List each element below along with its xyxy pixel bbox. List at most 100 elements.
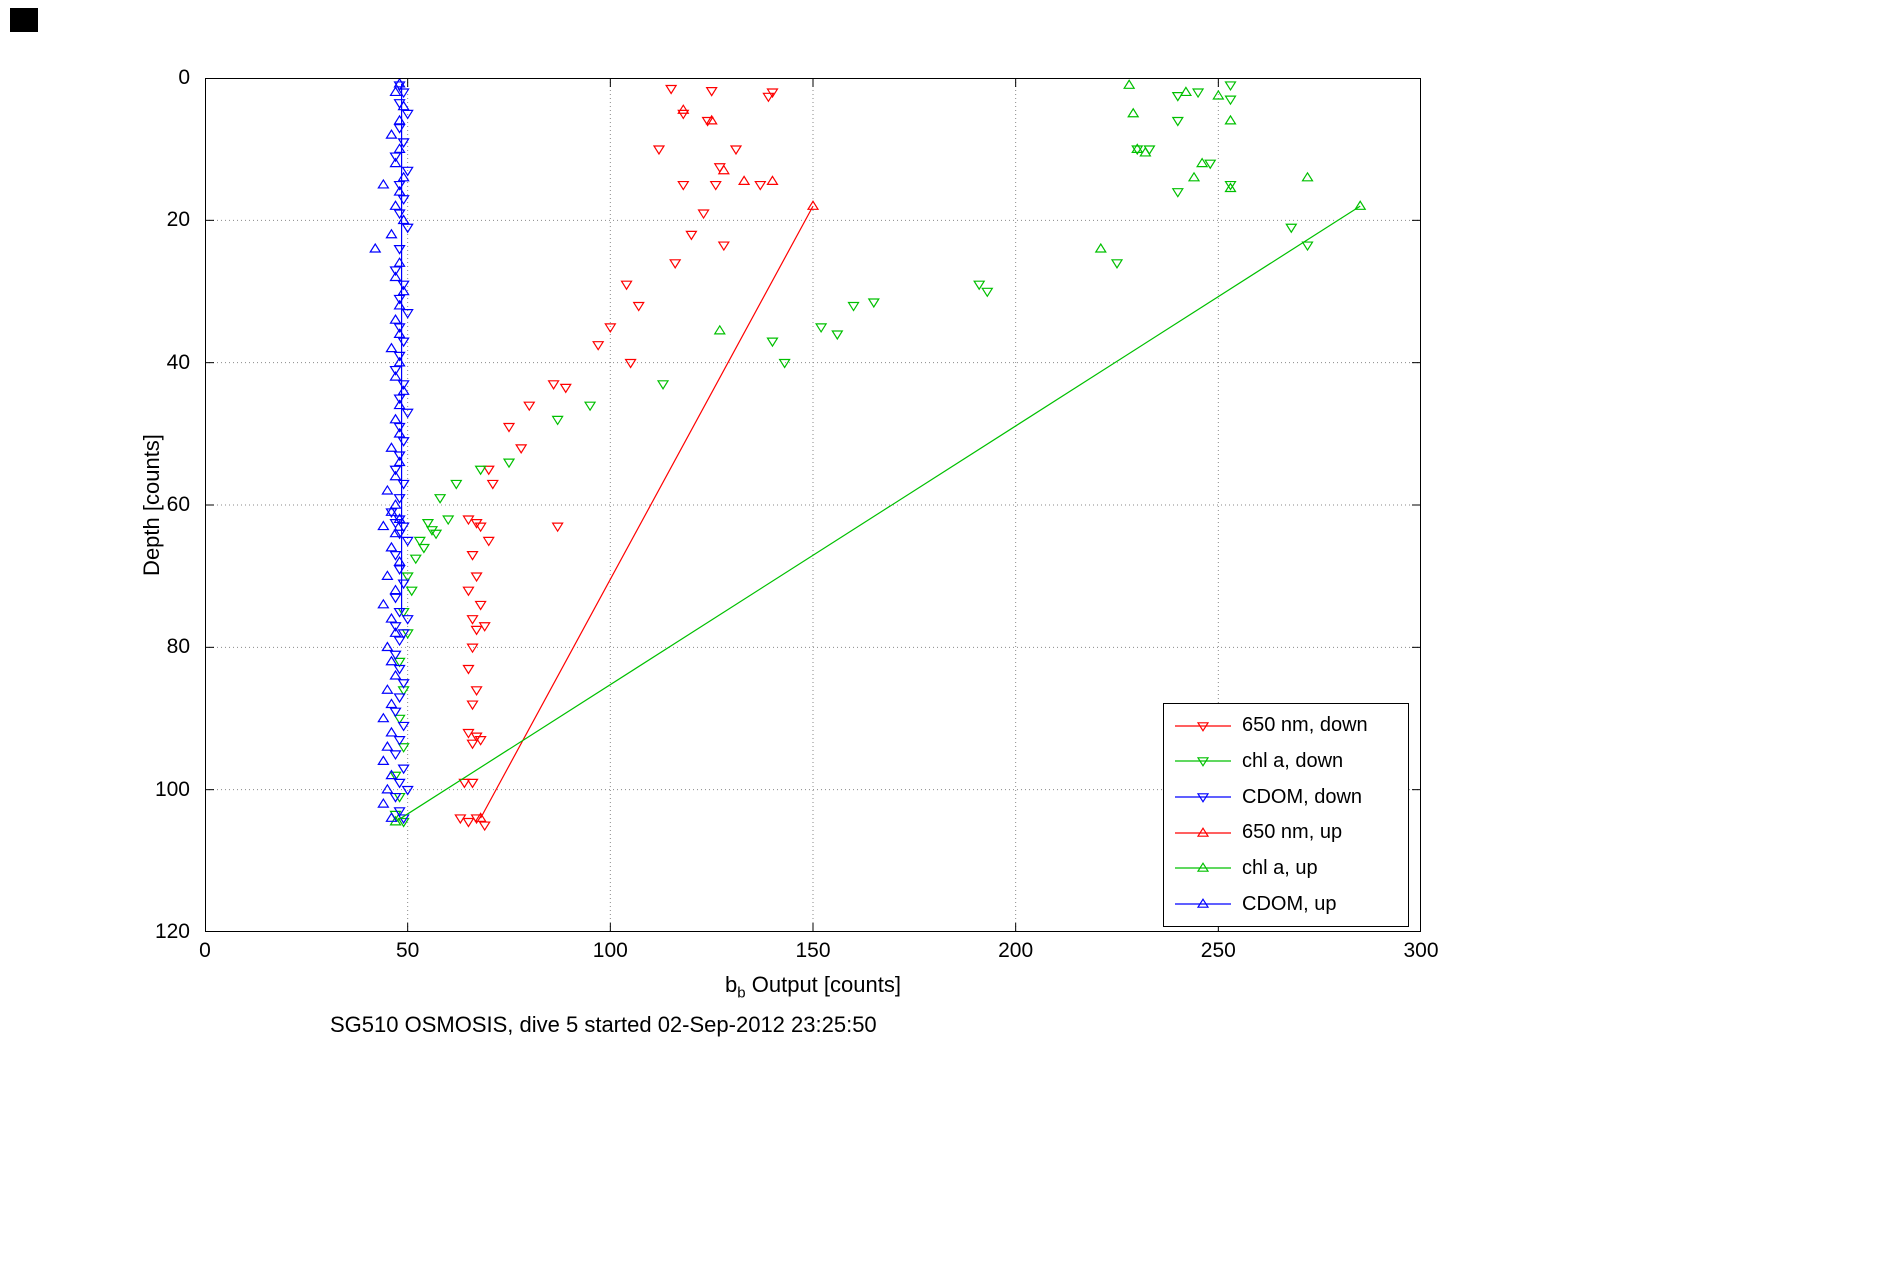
marker-triangle-down [474,736,487,746]
marker-triangle-up [393,456,406,467]
marker-triangle-down [393,124,406,134]
marker-triangle-up [1187,171,1201,182]
marker-triangle-down [389,650,402,661]
marker-triangle-up [393,328,406,338]
marker-triangle-down [466,778,479,789]
series-cdom-down [385,81,414,825]
series-line-chla-up [395,205,1361,823]
marker-triangle-up [1179,86,1192,97]
marker-triangle-up [385,541,398,552]
marker-triangle-down [397,764,410,775]
marker-triangle-down [470,686,483,696]
marker-triangle-up [393,513,406,524]
marker-triangle-up [389,527,402,538]
marker-triangle-down [385,508,398,519]
marker-triangle-down [389,152,402,163]
marker-triangle-down [401,309,414,319]
marker-triangle-down [713,163,726,173]
marker-triangle-down [583,401,597,412]
marker-triangle-down [466,700,479,711]
marker-triangle-up [393,78,406,88]
marker-triangle-down [389,707,402,718]
marker-triangle-down [389,266,402,277]
marker-triangle-down [429,529,443,540]
marker-triangle-down [1171,188,1184,198]
marker-triangle-up [389,157,402,168]
marker-triangle-down [482,465,495,476]
marker-triangle-up [377,797,390,808]
legend-marker-triangle-down [1196,722,1210,732]
marker-triangle-up [381,783,394,794]
marker-triangle-down [393,714,406,725]
marker-triangle-down [604,323,617,334]
marker-triangle-up [1131,143,1144,153]
marker-triangle-down [847,301,860,312]
marker-triangle-down [677,109,690,120]
y-tick-label-120: 120 [154,920,190,943]
marker-triangle-up [389,413,402,424]
marker-triangle-down [632,301,645,312]
marker-triangle-down [401,572,414,583]
marker-triangle-down [486,479,499,490]
marker-triangle-down [652,145,666,156]
marker-triangle-down [474,522,487,533]
marker-triangle-down [478,821,491,832]
marker-triangle-down [685,230,698,241]
marker-triangle-up [806,200,820,210]
marker-triangle-up [1224,114,1237,125]
marker-triangle-up [385,228,398,239]
marker-triangle-down [393,693,406,704]
legend-sample-line [1175,793,1231,804]
y-tick-label-0: 0 [178,66,190,89]
marker-triangle-down [401,408,414,419]
marker-triangle-down [592,341,605,351]
marker-triangle-down [1224,95,1237,106]
marker-triangle-up [381,684,394,694]
legend-marker-triangle-up [1196,862,1210,873]
marker-triangle-up [677,104,690,114]
marker-triangle-down [778,358,791,369]
marker-triangle-down [1204,159,1217,170]
marker-triangle-up [389,86,402,97]
marker-triangle-up [1139,146,1152,157]
x-axis-label-prefix: b [725,972,738,997]
marker-triangle-up [393,185,406,196]
x-tick-label-300: 300 [1403,939,1439,962]
marker-triangle-down [397,743,410,753]
legend-sample-line [1175,862,1231,873]
marker-triangle-down [547,380,560,390]
marker-triangle-down [762,92,775,103]
marker-triangle-down [458,778,471,789]
marker-triangle-down [551,522,564,533]
marker-triangle-up [713,324,726,335]
marker-triangle-down [474,465,487,476]
marker-triangle-down [389,771,402,782]
marker-triangle-down [389,622,402,632]
legend-entry-650-nm-down: 650 nm, down [1164,709,1408,743]
marker-triangle-down [1301,241,1314,252]
marker-triangle-up [389,499,402,509]
legend-sample-line [1175,722,1231,732]
top-left-artifact [10,8,38,32]
marker-triangle-up [1212,89,1225,100]
marker-triangle-down [815,323,828,334]
marker-triangle-down [450,479,463,490]
legend-label: CDOM, down [1242,785,1363,808]
marker-triangle-down [393,565,406,575]
marker-triangle-up [385,769,398,780]
marker-triangle-down [701,116,714,127]
marker-triangle-down [515,444,528,454]
marker-triangle-up [389,470,402,481]
marker-triangle-up [1224,182,1237,193]
marker-triangle-down [421,518,435,529]
marker-triangle-down [717,241,730,252]
marker-triangle-up [766,175,779,185]
marker-triangle-up [389,584,402,595]
marker-triangle-down [409,554,422,565]
marker-triangle-down [397,522,410,533]
x-tick-label-0: 0 [199,939,211,962]
marker-triangle-down [1110,259,1124,269]
marker-triangle-up [389,271,402,282]
marker-triangle-up [397,214,410,225]
marker-triangle-down [466,643,479,654]
